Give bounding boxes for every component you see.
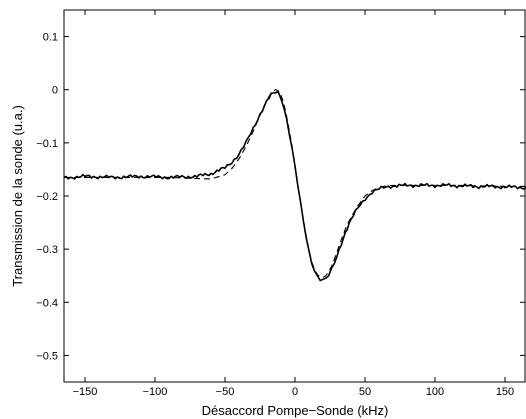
x-tick-label: 50 (359, 386, 371, 398)
y-tick-label: −0.2 (36, 191, 58, 203)
y-tick-label: −0.5 (36, 350, 58, 362)
y-tick-label: −0.3 (36, 244, 58, 256)
x-tick-label: −150 (73, 386, 98, 398)
x-tick-label: −50 (216, 386, 235, 398)
y-tick-label: −0.1 (36, 138, 58, 150)
x-tick-label: 100 (426, 386, 444, 398)
y-tick-label: −0.4 (36, 297, 58, 309)
plot-frame (63, 9, 526, 383)
y-tick-label: 0 (52, 85, 58, 97)
x-tick-label: 0 (292, 386, 298, 398)
series-line-dashed (64, 89, 526, 278)
y-tick-label: 0.1 (43, 32, 58, 44)
series-line-measured (63, 91, 526, 282)
series-layer (63, 89, 526, 282)
ticks-layer: −150 −100 −50 0 50 100 150 0.1 0 −0.1 −0.2 −0.3 −0.4… (36, 10, 525, 398)
x-tick-label: −100 (143, 386, 168, 398)
x-tick-label: 150 (496, 386, 514, 398)
y-axis-label: Transmission de la sonde (u.a.) (10, 105, 25, 287)
x-axis-label: Désaccord Pompe−Sonde (kHz) (202, 403, 389, 418)
plot-area (63, 9, 526, 383)
